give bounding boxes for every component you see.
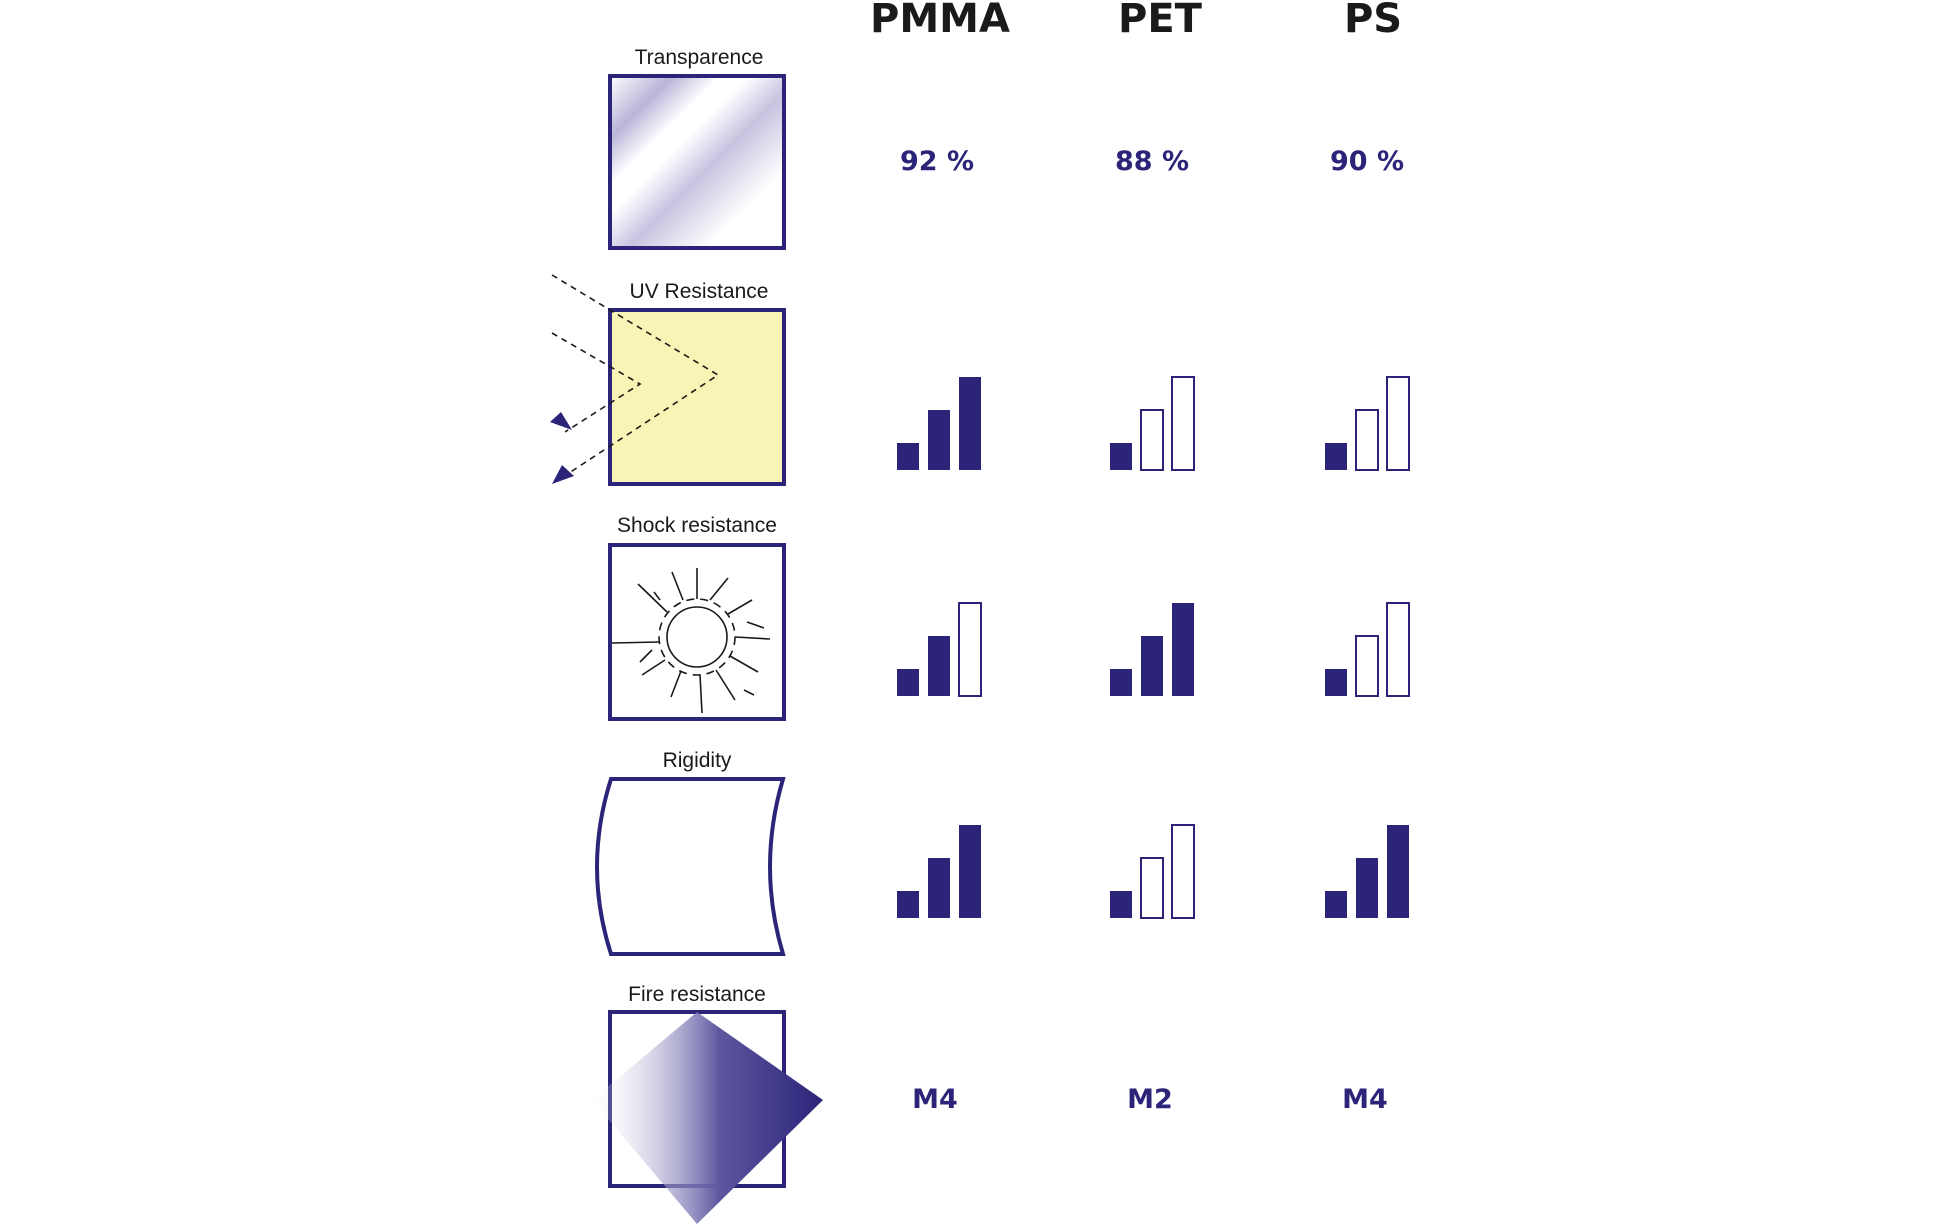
rating-bar-shock-resistance-pmma-3-empty bbox=[958, 602, 982, 697]
rating-uv-resistance-ps bbox=[1325, 376, 1410, 471]
fire-resistance-value-pet: M2 bbox=[1127, 1084, 1173, 1115]
rating-bar-rigidity-pmma-2-filled bbox=[928, 858, 950, 918]
rating-bar-uv-resistance-pmma-2-filled bbox=[928, 410, 950, 470]
rating-bar-shock-resistance-ps-1-filled bbox=[1325, 669, 1347, 696]
rating-bar-uv-resistance-ps-3-empty bbox=[1386, 376, 1410, 471]
rating-bar-uv-resistance-pet-1-filled bbox=[1110, 443, 1132, 470]
rating-bar-shock-resistance-pmma-2-filled bbox=[928, 636, 950, 696]
fire-resistance-icon bbox=[592, 1010, 823, 1224]
transparence-value-pet: 88 % bbox=[1115, 146, 1189, 177]
rating-bar-rigidity-pet-2-empty bbox=[1140, 857, 1164, 919]
rating-bars bbox=[897, 376, 1410, 919]
property-labels: Transparence UV Resistance Shock resista… bbox=[617, 46, 777, 1006]
material-header-ps: PS bbox=[1344, 0, 1402, 42]
fire-resistance-value-pmma: M4 bbox=[912, 1084, 958, 1115]
rating-rigidity-pet bbox=[1110, 824, 1195, 919]
transparence-value-ps: 90 % bbox=[1330, 146, 1404, 177]
rating-shock-resistance-ps bbox=[1325, 602, 1410, 697]
rating-shock-resistance-pmma bbox=[897, 602, 982, 697]
rating-uv-resistance-pet bbox=[1110, 376, 1195, 471]
rating-bar-shock-resistance-pet-1-filled bbox=[1110, 669, 1132, 696]
material-headers: PMMA PET PS bbox=[870, 0, 1402, 42]
property-label-uv-resistance: UV Resistance bbox=[630, 280, 769, 303]
rating-bar-shock-resistance-pmma-1-filled bbox=[897, 669, 919, 696]
property-label-fire-resistance: Fire resistance bbox=[628, 983, 766, 1006]
rating-bar-uv-resistance-ps-2-empty bbox=[1355, 409, 1379, 471]
uv-resistance-icon bbox=[550, 274, 786, 486]
rating-bar-rigidity-ps-1-filled bbox=[1325, 891, 1347, 918]
rating-bar-rigidity-pet-3-empty bbox=[1171, 824, 1195, 919]
rating-bar-shock-resistance-pet-3-filled bbox=[1172, 603, 1194, 696]
rating-bar-rigidity-pmma-1-filled bbox=[897, 891, 919, 918]
rating-bar-uv-resistance-pet-2-empty bbox=[1140, 409, 1164, 471]
fire-resistance-value-ps: M4 bbox=[1342, 1084, 1388, 1115]
rating-bar-rigidity-ps-3-filled bbox=[1387, 825, 1409, 918]
shock-resistance-icon bbox=[608, 543, 786, 721]
rating-bar-rigidity-pmma-3-filled bbox=[959, 825, 981, 918]
transparency-icon bbox=[608, 74, 786, 250]
material-header-pet: PET bbox=[1118, 0, 1203, 42]
material-header-pmma: PMMA bbox=[870, 0, 1010, 42]
rating-shock-resistance-pet bbox=[1110, 603, 1194, 696]
rating-rigidity-pmma bbox=[897, 825, 981, 918]
rating-bar-uv-resistance-pmma-1-filled bbox=[897, 443, 919, 470]
rating-bar-uv-resistance-pmma-3-filled bbox=[959, 377, 981, 470]
rating-bar-rigidity-pet-1-filled bbox=[1110, 891, 1132, 918]
rating-uv-resistance-pmma bbox=[897, 377, 981, 470]
property-label-rigidity: Rigidity bbox=[663, 749, 732, 772]
transparence-value-pmma: 92 % bbox=[900, 146, 974, 177]
rating-bar-uv-resistance-ps-1-filled bbox=[1325, 443, 1347, 470]
rating-bar-uv-resistance-pet-3-empty bbox=[1171, 376, 1195, 471]
rating-bar-rigidity-ps-2-filled bbox=[1356, 858, 1378, 918]
rigidity-icon bbox=[595, 777, 786, 956]
rating-rigidity-ps bbox=[1325, 825, 1409, 918]
fire-resistance-values: M4 M2 M4 bbox=[912, 1084, 1388, 1115]
rating-bar-shock-resistance-ps-2-empty bbox=[1355, 635, 1379, 697]
property-label-transparence: Transparence bbox=[635, 46, 764, 69]
rating-bar-shock-resistance-pet-2-filled bbox=[1141, 636, 1163, 696]
rating-bar-shock-resistance-ps-3-empty bbox=[1386, 602, 1410, 697]
transparence-values: 92 % 88 % 90 % bbox=[900, 146, 1404, 177]
property-label-shock-resistance: Shock resistance bbox=[617, 514, 777, 537]
